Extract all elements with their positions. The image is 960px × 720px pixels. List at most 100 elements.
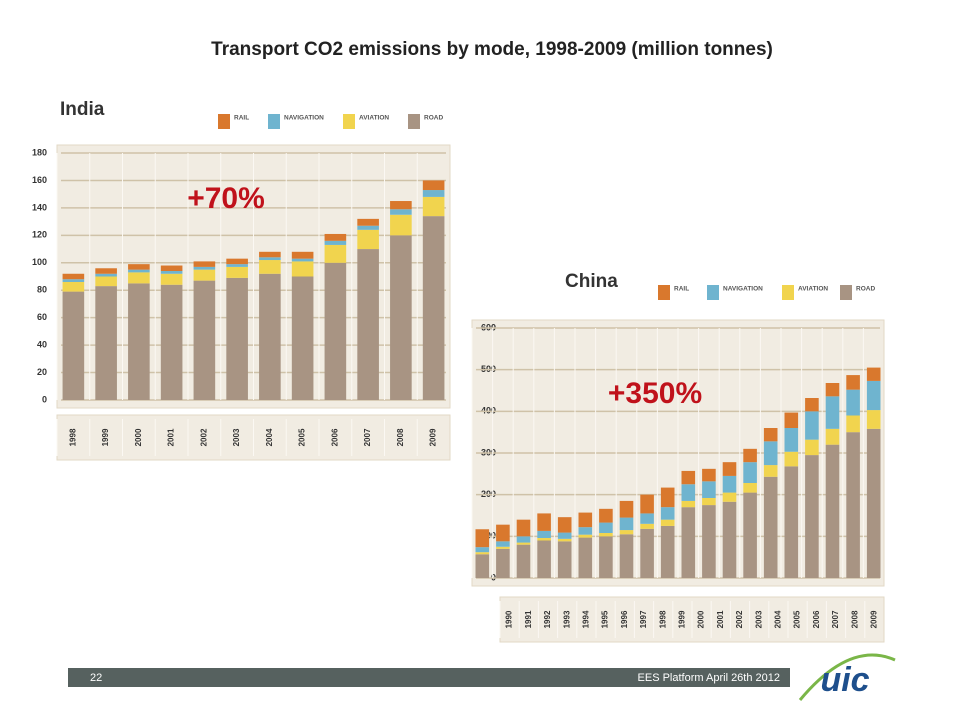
bar-segment [763,476,778,578]
legend-label: ROAD [424,115,443,122]
bar-segment [537,540,551,578]
bar-segment [805,411,819,440]
x-tick-label: 2005 [298,428,307,446]
legend-swatch [218,114,230,129]
bar-segment [784,466,799,578]
bar-segment [291,258,314,262]
bar-segment [390,201,412,210]
x-tick-label: 1994 [582,610,591,628]
legend-swatch [707,285,719,300]
y-tick-label: 180 [32,147,47,157]
bar-segment [128,272,150,284]
bar-segment [226,264,248,267]
bar-segment [578,527,593,535]
legend-swatch [408,114,420,129]
legend-label: RAIL [234,115,249,122]
bar-segment [702,468,716,482]
bar-segment [557,517,572,533]
bar-segment [537,538,551,541]
bar-segment [422,216,445,400]
bar-segment [743,462,757,483]
bar-segment [128,264,150,270]
bar-segment [660,519,675,526]
x-tick-label: 2008 [850,610,859,628]
x-tick-label: 2008 [396,428,405,446]
bar-segment [62,273,85,280]
bar-segment [660,487,675,508]
bar-segment [599,536,613,578]
bar-segment [578,512,593,528]
bar-segment [160,265,183,272]
bar-segment [537,530,551,538]
bar-segment [866,367,881,381]
bar-segment [763,441,778,466]
bar-segment [390,214,412,236]
annotation: +70% [187,182,265,215]
bar-segment [95,273,117,277]
bar-segment [357,229,379,250]
x-tick-label: 2003 [754,610,763,628]
bar-segment [784,412,799,428]
bar-segment [160,273,183,285]
bar-segment [128,283,150,400]
bar-segment [95,286,117,400]
footer-text: EES Platform April 26th 2012 [638,672,780,684]
bar-segment [557,538,572,542]
bar-segment [537,513,551,531]
bar-segment [825,428,840,445]
bar-segment [722,462,737,476]
bar-segment [743,492,757,578]
bar-segment [578,534,593,538]
bar-segment [160,271,183,274]
legend-swatch [343,114,355,129]
bar-segment [291,276,314,400]
bar-segment [95,268,117,274]
bar-segment [324,233,347,241]
bar-segment [681,484,696,501]
bar-segment [805,439,819,456]
bar-segment [578,537,593,578]
x-tick-label: 2005 [793,610,802,628]
bar-segment [291,261,314,277]
y-tick-label: 80 [37,285,47,295]
bar-segment [324,262,347,400]
x-tick-label: 2009 [870,610,879,628]
x-tick-label: 2003 [232,428,241,446]
y-tick-label: 120 [32,230,47,240]
logo: uic [820,661,869,699]
bar-segment [846,375,860,390]
legend-label: NAVIGATION [284,115,324,122]
legend-swatch [268,114,280,129]
bar-segment [825,444,840,578]
x-tick-label: 1998 [658,610,667,628]
x-tick-label: 2001 [716,610,725,628]
x-tick-label: 2006 [330,428,339,446]
legend-swatch [658,285,670,300]
bar-segment [660,525,675,578]
x-tick-label: 2004 [774,610,783,628]
legend-swatch [840,285,852,300]
bar-segment [422,180,445,191]
bar-segment [846,415,860,433]
bar-segment [599,522,613,533]
chart-title: India [60,99,105,120]
bar-segment [640,523,654,529]
bar-segment [62,279,85,282]
legend-label: NAVIGATION [723,286,763,293]
bar-segment [226,258,248,265]
legend-label: ROAD [856,286,875,293]
bar-segment [422,196,445,217]
bar-segment [496,524,510,542]
bar-segment [193,266,216,270]
bar-segment [722,492,737,502]
slide-title: Transport CO2 emissions by mode, 1998-20… [211,39,773,60]
y-tick-label: 60 [37,312,47,322]
chart-title: China [565,271,618,292]
bar-segment [599,508,613,523]
page-number: 22 [90,672,102,684]
bar-segment [390,235,412,400]
bar-segment [619,500,634,518]
bar-segment [193,261,216,267]
x-tick-label: 2007 [831,610,840,628]
bar-segment [763,428,778,442]
